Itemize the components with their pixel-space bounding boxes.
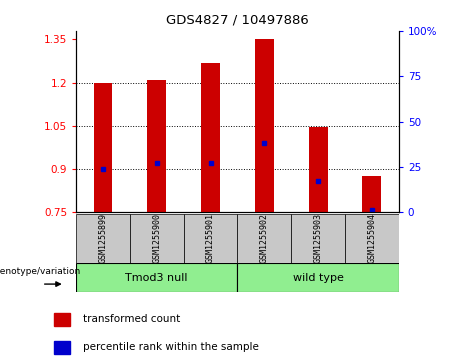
Text: percentile rank within the sample: percentile rank within the sample <box>83 342 259 352</box>
Bar <box>291 214 345 263</box>
Text: Tmod3 null: Tmod3 null <box>125 273 188 283</box>
Text: GSM1255902: GSM1255902 <box>260 213 269 263</box>
Bar <box>237 214 291 263</box>
Text: GSM1255904: GSM1255904 <box>367 213 376 263</box>
Bar <box>237 263 399 292</box>
Text: GSM1255899: GSM1255899 <box>99 213 107 263</box>
Title: GDS4827 / 10497886: GDS4827 / 10497886 <box>166 14 309 27</box>
Bar <box>345 214 399 263</box>
Bar <box>94 83 112 212</box>
Bar <box>54 313 71 326</box>
Bar <box>309 127 327 212</box>
Bar <box>76 214 130 263</box>
Text: wild type: wild type <box>293 273 343 283</box>
Bar <box>201 62 220 212</box>
Bar <box>255 40 274 212</box>
Bar <box>130 214 183 263</box>
Text: GSM1255903: GSM1255903 <box>313 213 323 263</box>
Bar <box>54 341 71 354</box>
Text: genotype/variation: genotype/variation <box>0 267 81 276</box>
Text: GSM1255900: GSM1255900 <box>152 213 161 263</box>
Bar <box>362 176 381 212</box>
Text: GSM1255901: GSM1255901 <box>206 213 215 263</box>
Text: transformed count: transformed count <box>83 314 180 324</box>
Bar <box>148 80 166 212</box>
Bar <box>183 214 237 263</box>
Bar <box>76 263 237 292</box>
